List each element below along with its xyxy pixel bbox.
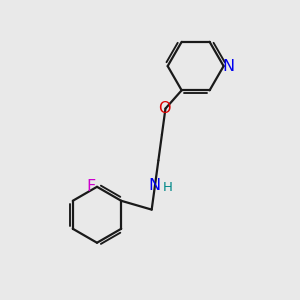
Text: H: H <box>163 181 172 194</box>
Text: N: N <box>223 58 235 74</box>
Text: F: F <box>86 179 95 194</box>
Text: O: O <box>158 101 171 116</box>
Text: N: N <box>148 178 160 193</box>
